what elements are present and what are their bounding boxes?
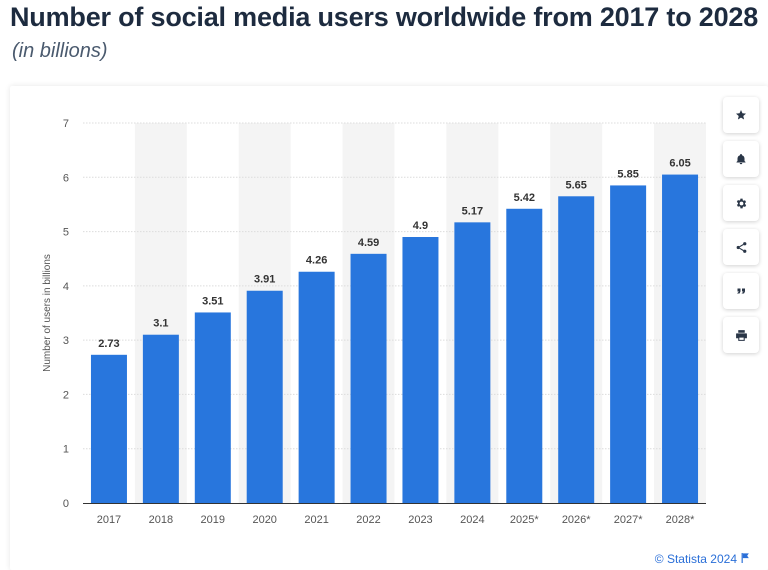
data-label: 3.91 (254, 274, 275, 286)
quote-icon (735, 285, 747, 297)
data-label: 4.26 (306, 255, 327, 267)
y-tick-label: 0 (63, 498, 69, 510)
bar (662, 174, 699, 504)
data-label: 5.85 (617, 168, 638, 180)
x-tick-label: 2022 (356, 514, 380, 526)
y-tick-label: 6 (63, 172, 69, 184)
bar (558, 196, 595, 503)
flag-icon (741, 552, 750, 566)
favorite-button[interactable] (723, 97, 759, 133)
data-label: 3.51 (202, 295, 223, 307)
chart-toolbar (723, 97, 761, 361)
bar (142, 334, 179, 503)
bar-chart: 0 1 2 3 4 5 6 7 2.73 2017 3.1 2018 3.51 2019 3.91 2020 4… (42, 118, 706, 526)
data-label: 3.1 (153, 318, 168, 330)
share-icon (735, 241, 748, 254)
x-tick-label: 2017 (97, 514, 121, 526)
x-tick-label: 2024 (460, 514, 484, 526)
bar (298, 271, 335, 503)
y-tick-label: 4 (63, 281, 69, 293)
gear-icon (735, 197, 748, 210)
y-tick-label: 3 (63, 335, 69, 347)
share-button[interactable] (723, 229, 759, 265)
x-tick-label: 2028* (666, 514, 695, 526)
star-icon (735, 109, 747, 121)
x-tick-label: 2019 (201, 514, 225, 526)
data-label: 4.59 (358, 237, 379, 249)
bar (402, 237, 439, 503)
bar (610, 185, 647, 503)
page-subtitle: (in billions) (12, 40, 108, 62)
bar (194, 312, 231, 503)
credit-label: © Statista 2024 (654, 552, 737, 566)
bar (246, 290, 283, 503)
x-tick-label: 2026* (562, 514, 591, 526)
y-tick-label: 2 (63, 389, 69, 401)
data-label: 5.65 (565, 179, 586, 191)
x-tick-label: 2018 (149, 514, 173, 526)
bar (90, 354, 127, 503)
bar (350, 253, 387, 503)
cite-button[interactable] (723, 273, 759, 309)
y-axis-title: Number of users in billions (42, 254, 53, 372)
statista-credit[interactable]: © Statista 2024 (655, 552, 750, 566)
data-label: 6.05 (669, 158, 690, 170)
y-tick-label: 1 (63, 444, 69, 456)
print-button[interactable] (723, 317, 759, 353)
data-label: 4.9 (413, 220, 428, 232)
data-label: 5.17 (462, 205, 483, 217)
data-label: 2.73 (98, 338, 119, 350)
x-tick-label: 2023 (408, 514, 432, 526)
chart-card: 0 1 2 3 4 5 6 7 2.73 2017 3.1 2018 3.51 2019 3.91 2020 4… (10, 86, 768, 570)
x-tick-label: 2021 (304, 514, 328, 526)
bar (454, 222, 491, 504)
y-tick-label: 5 (63, 227, 69, 239)
print-icon (735, 329, 748, 342)
settings-button[interactable] (723, 185, 759, 221)
x-tick-label: 2020 (252, 514, 276, 526)
y-tick-label: 7 (63, 118, 69, 130)
bar (506, 208, 543, 503)
page-title: Number of social media users worldwide f… (10, 2, 759, 32)
x-tick-label: 2025* (510, 514, 539, 526)
bell-icon (735, 153, 747, 165)
data-label: 5.42 (514, 192, 535, 204)
x-tick-label: 2027* (614, 514, 643, 526)
notification-button[interactable] (723, 141, 759, 177)
